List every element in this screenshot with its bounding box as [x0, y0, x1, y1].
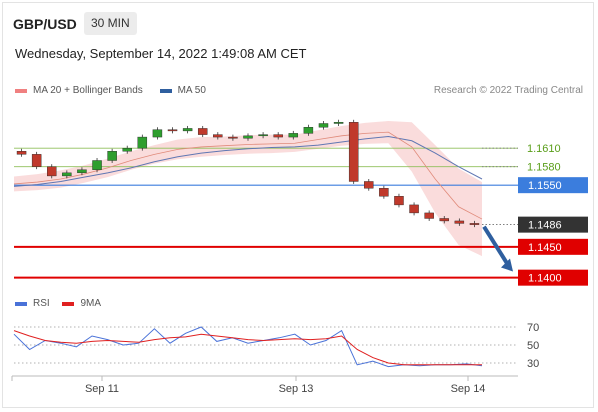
rsi-ma-line: [13, 330, 482, 366]
candle-body: [62, 172, 72, 177]
ma20-legend-label: MA 20 + Bollinger Bands: [33, 85, 143, 96]
pivot-label: 1.1550: [528, 180, 562, 192]
rsi-ma-swatch: [62, 301, 75, 306]
bollinger-band: [14, 121, 482, 257]
support-label-box: [518, 238, 588, 255]
price-legend: MA 20 + Bollinger Bands MA 50: [15, 85, 206, 96]
resistance-label: 1.1580: [527, 162, 561, 174]
rsi-ma-legend-label: 9MA: [80, 298, 102, 309]
candle-body: [16, 151, 27, 155]
support-label: 1.1400: [528, 273, 562, 285]
ma50-legend-label: MA 50: [177, 85, 206, 96]
rsi-tick-label: 70: [527, 322, 539, 334]
x-tick-label: Sep 11: [85, 383, 119, 395]
timeframe-badge[interactable]: 30 MIN: [84, 12, 137, 35]
candle-body: [213, 134, 223, 138]
candle-body: [152, 129, 163, 138]
support-label-box: [518, 269, 588, 286]
rsi-tick-label: 30: [527, 358, 539, 370]
x-tick-label: Sep 13: [279, 383, 314, 395]
ma20-line: [13, 131, 483, 220]
candle-body: [318, 123, 329, 128]
candle-body: [182, 128, 193, 132]
candle-body: [107, 151, 117, 161]
candle-body: [47, 166, 57, 177]
chart-datetime: Wednesday, September 14, 2022 1:49:08 AM…: [15, 46, 307, 61]
candle-body: [228, 136, 238, 139]
candle-body: [379, 188, 389, 197]
rsi-line: [13, 326, 483, 368]
candle-body: [454, 220, 465, 224]
chart-frame: [2, 2, 594, 408]
research-credit: Research © 2022 Trading Central: [433, 85, 583, 96]
candle-body: [303, 126, 314, 134]
candle-body: [167, 129, 178, 132]
rsi-tick-label: 50: [527, 340, 539, 352]
x-tick-label: Sep 14: [451, 383, 486, 395]
candle-body: [137, 136, 148, 149]
ma50-swatch: [159, 88, 172, 93]
candle-body: [439, 218, 449, 222]
candle-body: [333, 122, 344, 124]
candle-body: [364, 181, 374, 189]
candle-body: [394, 196, 404, 206]
rsi-legend-label: RSI: [33, 298, 50, 309]
candle-body: [409, 204, 419, 214]
rsi-swatch: [15, 301, 27, 306]
candle-body: [31, 154, 42, 167]
forecast-arrow-shaft: [482, 225, 511, 268]
candle-body: [424, 212, 434, 219]
candle-body: [288, 133, 299, 138]
ma50-line: [13, 135, 483, 187]
support-label: 1.1450: [528, 242, 562, 254]
candle-body: [348, 122, 359, 182]
candle-body: [258, 134, 268, 137]
candle-body: [243, 135, 253, 139]
current-price-box: [518, 216, 588, 233]
rsi-legend: RSI 9MA: [15, 298, 101, 309]
current-price-label: 1.1486: [528, 220, 562, 232]
forecast-arrow-head: [501, 258, 513, 272]
pivot-label-box: [518, 177, 588, 194]
candle-body: [469, 223, 480, 225]
resistance-label: 1.1610: [527, 143, 561, 155]
candle-body: [92, 160, 102, 170]
candle-body: [273, 134, 283, 138]
candle-body: [77, 169, 87, 174]
candle-body: [197, 128, 208, 135]
ma20-swatch: [15, 88, 27, 93]
candle-body: [122, 147, 132, 152]
symbol-title: GBP/USD: [13, 16, 77, 32]
